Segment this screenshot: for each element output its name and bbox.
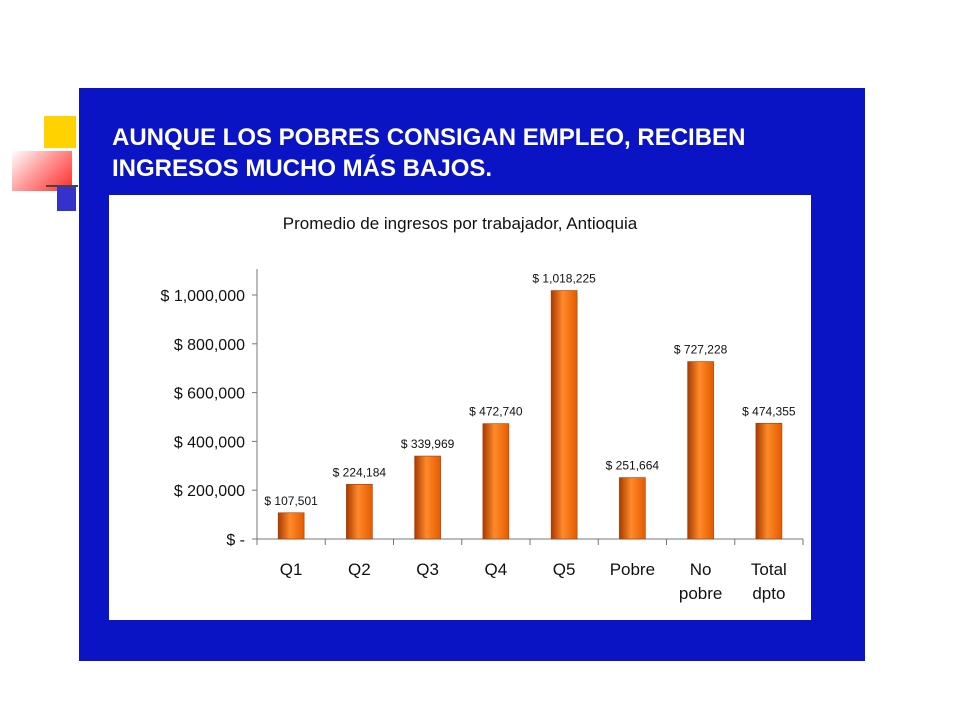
decorative-red-gradient-square [12, 151, 72, 191]
data-label: $ 251,664 [606, 459, 660, 473]
bar [619, 477, 646, 540]
category-label: Q3 [416, 560, 439, 579]
decorative-yellow-square [44, 116, 76, 148]
category-label: Q4 [485, 560, 508, 579]
data-label: $ 472,740 [469, 405, 523, 419]
data-label: $ 1,018,225 [532, 272, 596, 286]
y-tick-label: $ - [226, 532, 245, 549]
category-label: Q5 [553, 560, 576, 579]
data-label: $ 224,184 [333, 465, 387, 479]
y-tick-label: $ 600,000 [174, 386, 245, 403]
bar [755, 422, 783, 540]
category-label: Q2 [348, 560, 371, 579]
bar [687, 361, 714, 540]
category-label: Q1 [280, 560, 303, 579]
bars [277, 290, 783, 540]
bar [414, 455, 441, 540]
y-tick-label: $ 800,000 [174, 337, 245, 354]
slide-title: AUNQUE LOS POBRES CONSIGAN EMPLEO, RECIB… [112, 124, 746, 182]
data-label: $ 107,501 [264, 494, 318, 508]
data-label: $ 474,355 [742, 404, 796, 418]
bar [550, 290, 578, 540]
bar [482, 423, 510, 540]
bar [346, 483, 373, 540]
data-label: $ 727,228 [674, 343, 728, 357]
category-label: Total [751, 560, 787, 579]
y-tick-label: $ 1,000,000 [160, 288, 245, 305]
y-tick-label: $ 200,000 [174, 483, 245, 500]
bar-chart: Promedio de ingresos por trabajador, Ant… [160, 214, 804, 603]
category-label: Pobre [610, 560, 655, 579]
labels: $ - $ 200,000 $ 400,000 $ 600,000 $ 800,000 $… [160, 272, 795, 603]
category-label: No [690, 560, 712, 579]
y-tick-label: $ 400,000 [174, 434, 245, 451]
category-label: pobre [679, 584, 722, 603]
decorative-line [46, 185, 78, 187]
chart-title: Promedio de ingresos por trabajador, Ant… [283, 214, 638, 233]
axes [252, 269, 804, 545]
bar [277, 512, 305, 540]
category-label: dpto [752, 584, 785, 603]
data-label: $ 339,969 [401, 437, 455, 451]
decorative-blue-square [57, 185, 76, 211]
